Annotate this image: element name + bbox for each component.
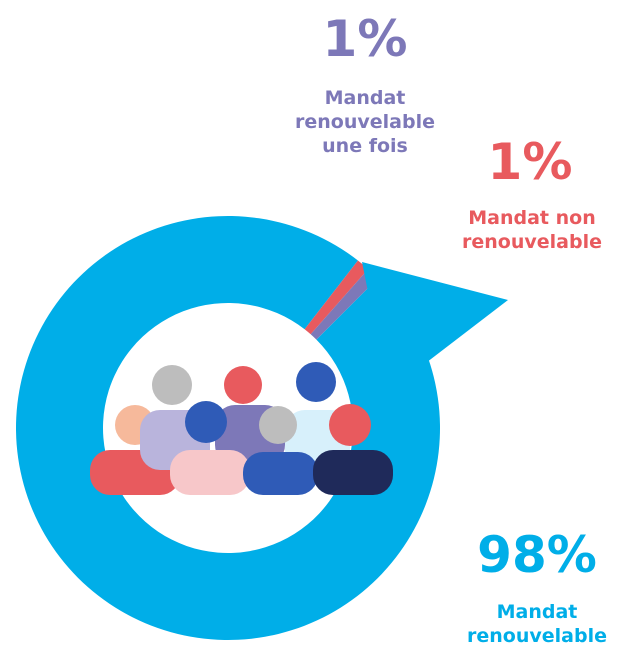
value-label: 1% bbox=[322, 10, 408, 68]
arrow-head bbox=[362, 262, 508, 392]
value-label: 98% bbox=[477, 526, 597, 584]
pie-segment bbox=[16, 216, 441, 641]
pie-segment bbox=[304, 260, 369, 335]
category-label: Mandat non renouvelable bbox=[462, 207, 602, 253]
ring bbox=[16, 216, 441, 641]
pie-segment bbox=[310, 268, 378, 340]
value-label: 1% bbox=[487, 133, 573, 191]
category-label: Mandat renouvelable bbox=[467, 601, 607, 647]
people-illustration bbox=[90, 362, 393, 495]
category-label: Mandat renouvelable une fois bbox=[295, 87, 435, 157]
